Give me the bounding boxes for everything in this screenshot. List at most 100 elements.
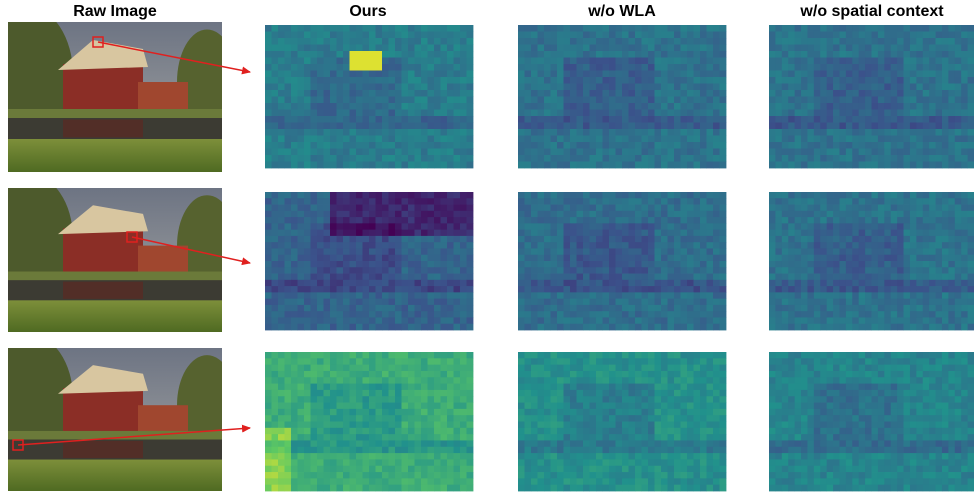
heat-cell: [291, 31, 298, 39]
heat-cell: [687, 198, 694, 205]
heat-cell: [544, 96, 551, 104]
heat-cell: [343, 377, 350, 384]
heat-cell: [788, 161, 796, 169]
heat-cell: [401, 96, 409, 104]
heat-cell: [550, 192, 558, 199]
heat-cell: [871, 217, 879, 224]
heat-cell: [865, 96, 872, 104]
heat-cell: [440, 298, 448, 306]
heat-cell: [434, 377, 441, 384]
heat-cell: [954, 70, 962, 78]
heat-cell: [775, 198, 783, 205]
heat-cell: [935, 279, 943, 287]
heat-cell: [304, 129, 311, 136]
heat-cell: [524, 109, 532, 117]
heat-cell: [271, 109, 279, 117]
heat-cell: [583, 242, 590, 249]
heat-cell: [954, 155, 962, 162]
raw-image: [8, 348, 222, 491]
heat-cell: [884, 31, 892, 39]
heat-cell: [884, 148, 892, 156]
heat-cell: [570, 311, 577, 318]
heat-cell: [890, 70, 898, 78]
heat-cell: [278, 57, 285, 65]
heat-cell: [648, 210, 655, 218]
heat-cell: [801, 261, 808, 268]
heat-cell: [323, 242, 331, 249]
heat-cell: [330, 142, 337, 149]
heat-cell: [278, 38, 285, 45]
heat-cell: [395, 286, 402, 293]
heat-cell: [897, 198, 904, 205]
heat-cell: [865, 210, 872, 218]
heat-cell: [916, 286, 924, 293]
heat-cell: [570, 248, 577, 256]
heat-cell: [356, 279, 363, 287]
heat-cell: [414, 122, 422, 130]
heat-cell: [375, 434, 383, 441]
heat-cell: [909, 304, 917, 312]
heat-cell: [916, 161, 924, 169]
heat-cell: [414, 235, 422, 243]
heat-cell: [460, 204, 467, 212]
heat-cell: [839, 70, 847, 78]
heat-cell: [583, 129, 590, 136]
heat-cell: [687, 122, 694, 130]
heat-cell: [453, 161, 461, 169]
heat-cell: [310, 352, 318, 359]
heat-cell: [820, 317, 828, 325]
heat-cell: [954, 267, 962, 274]
heat-cell: [615, 242, 623, 249]
heat-cell: [304, 90, 311, 97]
heat-cell: [466, 204, 474, 212]
heat-cell: [297, 377, 305, 384]
heat-cell: [466, 484, 474, 492]
heat-cell: [388, 358, 396, 366]
heat-cell: [330, 254, 337, 262]
heat-cell: [897, 317, 904, 325]
heat-cell: [421, 377, 428, 384]
heat-cell: [524, 135, 532, 143]
heat-cell: [330, 434, 337, 441]
heat-cell: [524, 204, 532, 212]
heat-cell: [801, 223, 808, 231]
heat-cell: [395, 38, 402, 45]
heat-cell: [935, 90, 943, 97]
heat-cell: [524, 286, 532, 293]
heat-cell: [537, 192, 545, 199]
heat-cell: [382, 408, 389, 416]
heat-cell: [884, 286, 892, 293]
heat-cell: [775, 223, 783, 231]
heat-cell: [775, 261, 783, 268]
heat-cell: [434, 434, 441, 441]
heat-cell: [362, 453, 370, 460]
heat-cell: [330, 223, 337, 231]
heat-cell: [897, 267, 904, 274]
heat-cell: [382, 459, 389, 467]
heat-cell: [291, 465, 298, 473]
heat-cell: [466, 242, 474, 249]
heat-cell: [323, 155, 331, 162]
heat-cell: [336, 116, 344, 123]
heat-cell: [466, 25, 474, 32]
heat-cell: [524, 83, 532, 91]
heat-cell: [349, 453, 357, 460]
heat-cell: [434, 286, 441, 293]
heat-cell: [362, 44, 370, 52]
heat-cell: [414, 383, 422, 391]
heat-cell: [310, 415, 318, 422]
heat-cell: [414, 415, 422, 422]
heat-cell: [317, 90, 324, 97]
heat-cell: [858, 261, 866, 268]
heat-cell: [706, 70, 714, 78]
heat-cell: [343, 44, 350, 52]
heat-cell: [687, 210, 694, 218]
heat-cell: [317, 421, 324, 429]
heat-cell: [706, 304, 714, 312]
heat-cell: [369, 396, 376, 403]
heat-cell: [576, 292, 584, 300]
heat-cell: [310, 248, 318, 256]
heat-cell: [929, 311, 936, 318]
heat-cell: [375, 453, 383, 460]
heat-cell: [858, 77, 866, 84]
